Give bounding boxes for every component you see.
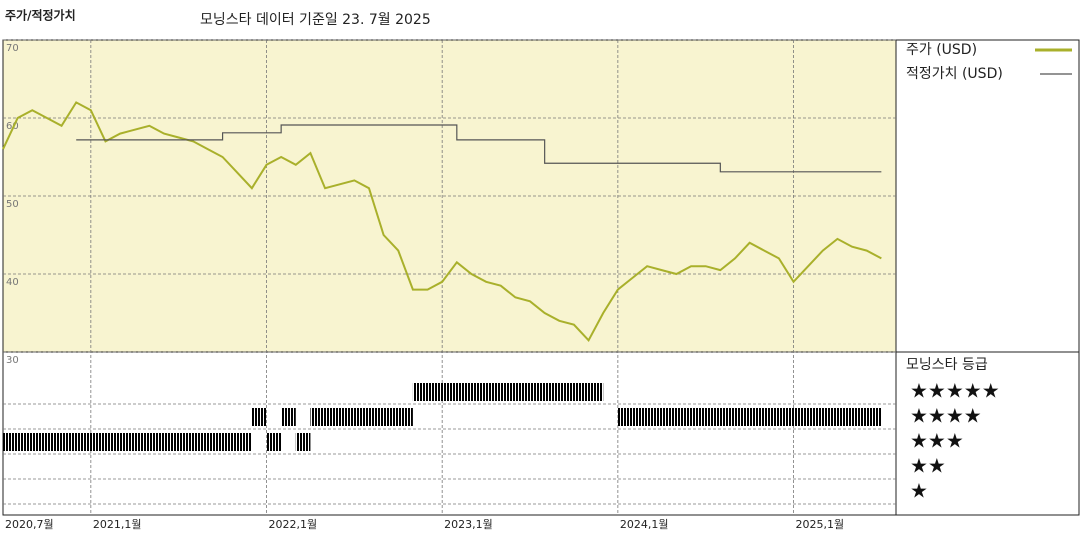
rating-label: ★★★ [910,429,964,453]
rating-bar [617,408,882,426]
rating-bar [3,433,252,451]
y-tick-label: 60 [6,121,19,132]
rating-bar [412,383,604,401]
chart-title: 주가/적정가치 [5,8,76,23]
y-tick-label: 40 [6,277,19,288]
x-tick-label: 2021,1월 [93,518,142,531]
rating-bar [266,433,282,451]
rating-label: ★ [910,479,928,503]
rating-label: ★★★★ [910,404,982,428]
x-tick-label: 2025,1월 [796,518,845,531]
rating-bar [281,408,296,426]
rating-bar [310,408,413,426]
y-tick-label: 30 [6,355,19,366]
series-line [2,101,882,342]
legend-label: 적정가치 (USD) [906,66,1003,82]
rating-label: ★★ [910,454,946,478]
x-tick-label: 2023,1월 [444,518,493,531]
rating-label: ★★★★★ [910,379,1000,403]
x-tick-label: 2020,7월 [5,518,54,531]
y-tick-label: 70 [6,43,19,54]
x-tick-label: 2024,1월 [620,518,669,531]
rating-bar [295,433,311,451]
legend-label: 주가 (USD) [906,42,977,58]
rating-title: 모닝스타 등급 [906,357,988,373]
series-line [76,124,882,173]
chart-subtitle: 모닝스타 데이터 기준일 23. 7월 2025 [200,12,431,28]
rating-bar [251,408,267,426]
x-tick-label: 2022,1월 [269,518,318,531]
y-tick-label: 50 [6,199,19,210]
